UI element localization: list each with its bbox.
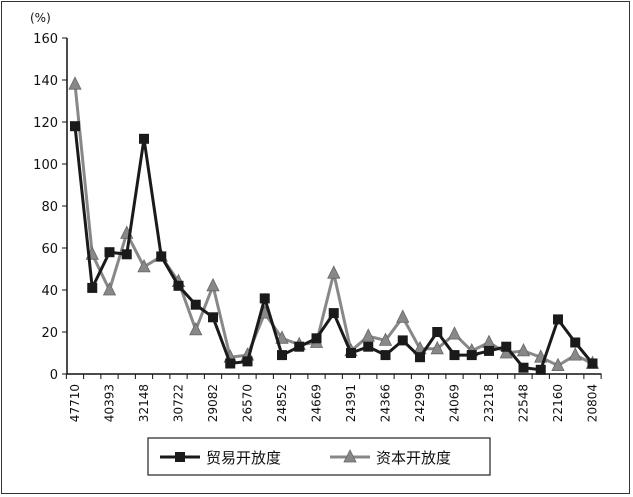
x-tick-label: 22160 <box>551 384 565 422</box>
square-marker <box>121 249 132 260</box>
y-tick-label: 140 <box>33 74 58 89</box>
x-tick-label: 22548 <box>517 384 531 422</box>
y-tick-label: 100 <box>33 158 58 173</box>
square-marker <box>104 247 115 258</box>
square-marker <box>380 350 391 361</box>
triangle-marker <box>396 309 410 323</box>
legend-label: 资本开放度 <box>376 449 451 467</box>
square-marker <box>432 327 443 337</box>
y-axis-label: (%) <box>30 11 51 25</box>
square-marker <box>190 299 201 310</box>
triangle-marker <box>361 328 375 342</box>
x-tick-label: 29082 <box>206 384 220 422</box>
y-tick-label: 0 <box>50 368 58 383</box>
series-triangle <box>68 76 600 372</box>
triangle-marker <box>378 332 393 346</box>
x-tick-label: 24299 <box>413 384 427 422</box>
square-marker <box>173 280 184 291</box>
square-marker <box>87 282 98 293</box>
series-square <box>70 121 598 375</box>
y-tick-label: 120 <box>33 116 58 131</box>
x-tick-label: 24366 <box>379 384 393 422</box>
triangle-marker <box>430 340 444 355</box>
square-marker <box>208 312 218 323</box>
triangle-marker <box>568 347 582 361</box>
square-marker <box>518 362 529 373</box>
triangle-marker <box>137 259 151 273</box>
square-marker <box>311 333 322 344</box>
x-tick-label: 24069 <box>448 384 462 422</box>
square-marker <box>225 358 236 369</box>
square-marker <box>156 251 167 262</box>
square-marker <box>277 350 287 361</box>
x-tick-label: 40393 <box>103 384 117 422</box>
y-tick-label: 20 <box>41 326 58 341</box>
x-tick-label: 30722 <box>172 384 186 422</box>
x-tick-label: 24391 <box>344 384 358 422</box>
y-tick-label: 60 <box>41 242 58 257</box>
x-tick-label: 24852 <box>275 384 289 422</box>
triangle-marker <box>206 277 220 292</box>
triangle-marker <box>551 357 565 372</box>
square-marker <box>449 350 460 361</box>
square-marker <box>466 350 477 361</box>
y-tick-label: 80 <box>41 200 58 215</box>
square-marker <box>553 314 563 325</box>
triangle-marker <box>447 326 462 340</box>
triangle-marker <box>516 343 531 357</box>
legend-label: 贸易开放度 <box>206 449 281 467</box>
triangle-marker <box>327 265 341 279</box>
x-tick-label: 23218 <box>482 384 496 422</box>
square-marker <box>346 348 356 358</box>
square-marker <box>294 341 305 352</box>
square-marker <box>70 121 80 132</box>
series-line <box>73 126 594 372</box>
square-marker <box>501 341 512 352</box>
legend-box <box>147 437 491 476</box>
square-marker <box>535 364 546 375</box>
square-marker <box>175 452 185 462</box>
x-tick-label: 20804 <box>586 384 600 422</box>
square-marker <box>570 337 581 348</box>
y-tick-label: 40 <box>41 284 58 299</box>
y-tick-label: 160 <box>33 32 58 47</box>
triangle-marker <box>102 282 117 296</box>
square-marker <box>242 356 253 367</box>
triangle-marker <box>482 334 496 348</box>
x-tick-label: 26570 <box>241 384 255 422</box>
x-tick-label: 24669 <box>310 384 324 422</box>
triangle-marker <box>189 322 203 336</box>
x-tick-label: 47710 <box>68 384 82 422</box>
square-marker <box>415 352 425 363</box>
square-marker <box>587 358 598 369</box>
triangle-marker <box>343 449 357 463</box>
square-marker <box>328 308 339 319</box>
legend: 贸易开放度 资本开放度 <box>147 437 491 476</box>
square-marker <box>259 293 270 304</box>
square-marker <box>363 341 374 352</box>
triangle-marker <box>68 76 82 90</box>
square-marker <box>139 133 149 144</box>
square-marker <box>397 335 408 346</box>
square-marker <box>484 345 494 356</box>
series-line <box>73 84 594 368</box>
x-tick-label: 32148 <box>137 384 151 422</box>
